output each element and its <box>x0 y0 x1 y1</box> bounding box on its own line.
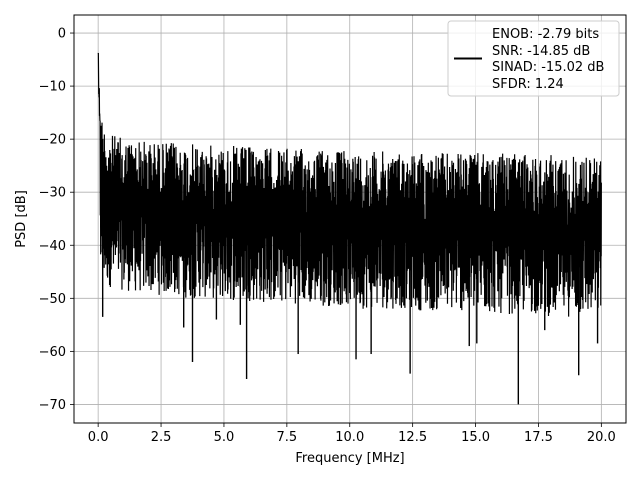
x-tick-label: 7.5 <box>277 430 298 445</box>
psd-series-line <box>97 52 602 317</box>
x-tick-label: 2.5 <box>151 430 172 445</box>
legend-box <box>447 20 620 97</box>
legend-line-snr: SNR: -14.85 dB <box>492 44 590 59</box>
legend-line-sinad: SINAD: -15.02 dB <box>492 60 604 75</box>
y-tick-label: −60 <box>39 345 66 360</box>
y-axis-label: PSD [dB] <box>14 190 29 248</box>
x-tick-label: 17.5 <box>524 430 553 445</box>
y-tick-label: −70 <box>39 398 66 413</box>
y-tick-label: −40 <box>39 239 66 254</box>
y-tick-label: −20 <box>39 133 66 148</box>
y-tick-label: −30 <box>39 186 66 201</box>
legend-line-enob: ENOB: -2.79 bits <box>492 27 599 42</box>
y-tick-label: −50 <box>39 292 66 307</box>
x-tick-label: 0.0 <box>88 430 109 445</box>
ticks: 0.0 2.5 5.0 7.5 10.0 12.5 15.0 17.5 20.0 0 −10 −20 −… <box>39 27 616 445</box>
x-axis-label: Frequency [MHz] <box>295 451 404 466</box>
legend: ENOB: -2.79 bits SNR: -14.85 dB SINAD: -… <box>447 20 620 97</box>
x-tick-label: 15.0 <box>461 430 490 445</box>
x-tick-label: 12.5 <box>398 430 427 445</box>
y-tick-label: 0 <box>58 27 66 42</box>
y-tick-label: −10 <box>39 80 66 95</box>
x-tick-label: 5.0 <box>214 430 235 445</box>
legend-line-sfdr: SFDR: 1.24 <box>492 77 564 92</box>
x-tick-label: 20.0 <box>587 430 616 445</box>
series-layer <box>97 52 602 405</box>
x-tick-label: 10.0 <box>335 430 364 445</box>
